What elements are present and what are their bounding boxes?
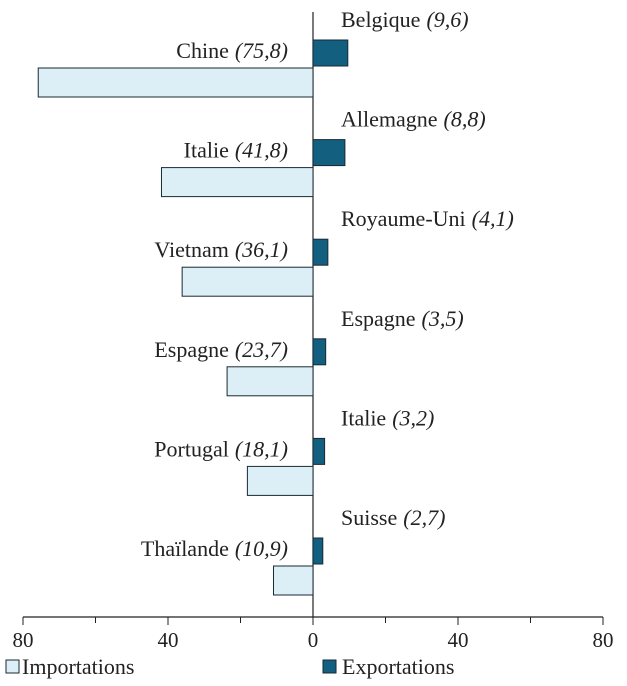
import-bar — [246, 465, 314, 496]
value-label: (41,8) — [235, 138, 288, 163]
category-name: Allemagne — [341, 107, 438, 132]
export-bar — [312, 139, 346, 167]
legend-swatch — [5, 659, 20, 674]
category-name: Chine — [176, 38, 229, 63]
export-bar — [312, 537, 324, 565]
export-bar — [312, 338, 327, 366]
value-label: (2,7) — [403, 505, 445, 530]
export-label: Royaume-Uni (4,1) — [341, 206, 514, 231]
x-tick-label: 40 — [448, 628, 469, 652]
export-label: Allemagne (8,8) — [341, 107, 486, 132]
value-label: (10,9) — [235, 536, 288, 561]
import-bar — [37, 67, 314, 98]
x-tick-label: 80 — [593, 628, 614, 652]
category-name: Suisse — [341, 505, 397, 530]
import-bar — [160, 167, 314, 198]
category-name: Espagne — [341, 306, 416, 331]
import-bar — [226, 366, 314, 397]
import-bar — [272, 565, 314, 596]
legend-label: Exportations — [342, 654, 454, 679]
x-tick-label: 80 — [13, 628, 34, 652]
category-name: Portugal — [154, 436, 229, 461]
legend-label: Importations — [22, 654, 134, 679]
category-name: Vietnam — [154, 237, 228, 262]
export-bar — [312, 437, 326, 465]
import-label: Italie (41,8) — [184, 138, 288, 163]
category-name: Italie — [341, 405, 386, 430]
import-bar — [181, 266, 314, 297]
value-label: (36,1) — [235, 237, 288, 262]
x-tick-label: 0 — [308, 628, 319, 652]
export-label: Espagne (3,5) — [341, 306, 464, 331]
export-label: Italie (3,2) — [341, 405, 434, 430]
category-name: Italie — [184, 138, 229, 163]
category-name: Belgique — [341, 7, 420, 32]
export-label: Belgique (9,6) — [341, 7, 469, 32]
export-bar — [312, 39, 349, 67]
value-label: (23,7) — [235, 337, 288, 362]
category-name: Royaume-Uni — [341, 206, 466, 231]
import-label: Portugal (18,1) — [154, 436, 288, 461]
value-label: (4,1) — [472, 206, 514, 231]
value-label: (18,1) — [235, 436, 288, 461]
import-label: Thaïlande (10,9) — [141, 536, 288, 561]
import-label: Espagne (23,7) — [154, 337, 288, 362]
value-label: (8,8) — [444, 107, 486, 132]
export-bar — [312, 238, 329, 266]
import-label: Chine (75,8) — [176, 38, 288, 63]
value-label: (3,5) — [422, 306, 464, 331]
category-name: Thaïlande — [141, 536, 229, 561]
value-label: (9,6) — [426, 7, 468, 32]
legend-swatch — [322, 659, 337, 674]
import-label: Vietnam (36,1) — [154, 237, 288, 262]
export-label: Suisse (2,7) — [341, 505, 445, 530]
value-label: (3,2) — [392, 405, 434, 430]
value-label: (75,8) — [235, 38, 288, 63]
x-tick-label: 40 — [158, 628, 179, 652]
category-name: Espagne — [154, 337, 229, 362]
